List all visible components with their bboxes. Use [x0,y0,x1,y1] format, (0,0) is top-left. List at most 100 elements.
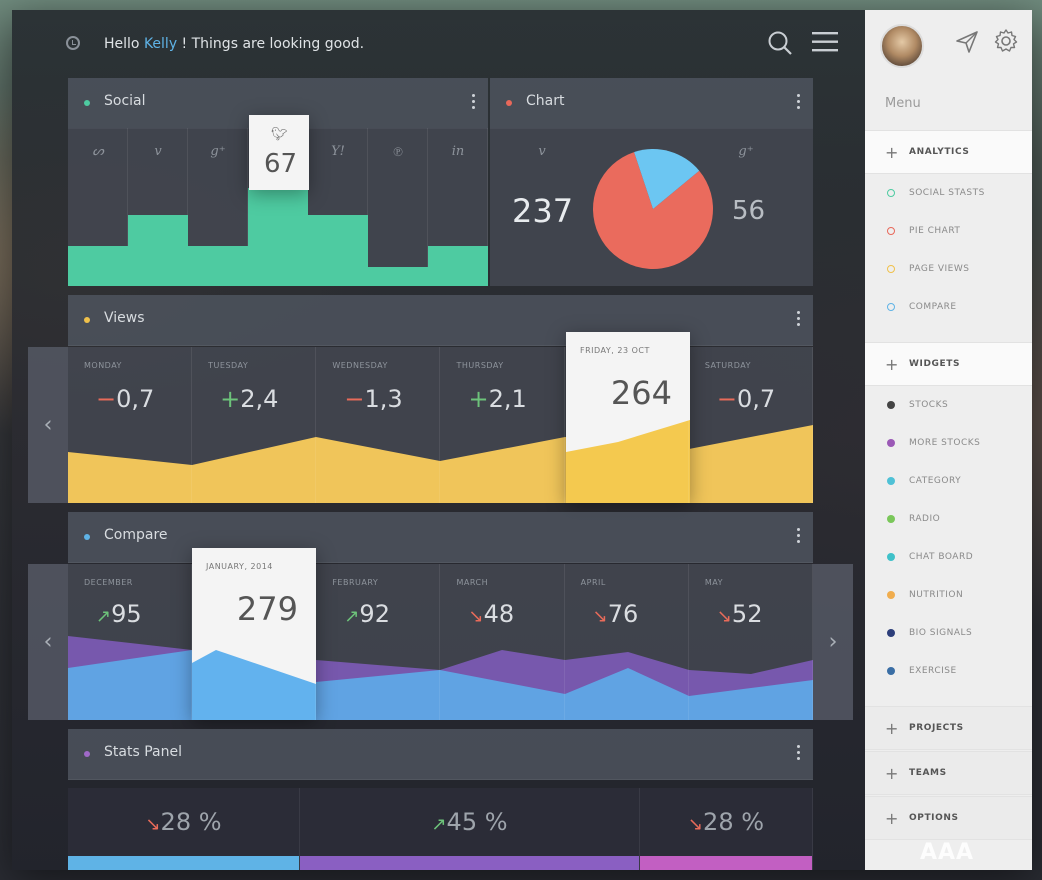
send-icon[interactable] [955,30,979,54]
stats-options-icon[interactable] [797,745,801,763]
gear-icon[interactable] [993,28,1019,54]
views-day-column[interactable] [565,347,689,503]
pie-chart[interactable] [592,148,714,270]
menu-item[interactable]: CHAT BOARD [865,539,1032,577]
menu-item[interactable]: EXERCISE [865,653,1032,691]
chart-options-icon[interactable] [797,94,801,112]
google-plus-icon: g⁺ [738,144,754,159]
compare-highlight-value: 279 [236,590,298,628]
menu-item[interactable]: PIE CHART [865,213,1032,251]
social-column[interactable]: v [128,128,188,286]
hamburger-menu-icon[interactable] [812,30,838,54]
stats-color-bar [300,856,639,870]
social-column[interactable]: in [428,128,488,286]
menu-item[interactable]: BIO SIGNALS [865,615,1032,653]
menu-item[interactable]: CATEGORY [865,463,1032,501]
analytics-section[interactable]: + ANALYTICS [865,130,1032,174]
month-value: ↗92 [344,600,390,628]
stats-color-bar [68,856,299,870]
options-section[interactable]: + OPTIONS [865,796,1032,840]
menu-item[interactable]: NUTRITION [865,577,1032,615]
delta-sign: − [344,385,365,413]
views-highlight-area [566,420,690,503]
menu-item-dot [887,515,895,523]
projects-section[interactable]: + PROJECTS [865,706,1032,750]
chevron-right-icon: › [828,629,838,655]
compare-month-column[interactable]: DECEMBER ↗95 [68,564,193,720]
stats-cell[interactable]: ↘28 % [68,788,300,870]
compare-month-column[interactable]: APRIL ↘76 [565,564,689,720]
menu-item[interactable]: STOCKS [865,387,1032,425]
social-options-icon[interactable] [472,94,476,112]
pie-slice[interactable] [634,149,700,209]
social-column[interactable]: Y! [308,128,368,286]
month-number: 48 [483,600,515,628]
menu-item[interactable]: SOCIAL STASTS [865,175,1032,213]
menu-item-dot [887,189,895,197]
social-panel: ᔕ v g⁺ Y! ℗ in [68,128,488,286]
teams-section[interactable]: + TEAMS [865,751,1032,795]
avatar[interactable] [880,24,924,68]
social-column[interactable]: ℗ [368,128,428,286]
menu-item-dot [887,303,895,311]
compare-month-column[interactable]: MARCH ↘48 [441,564,565,720]
views-day-column[interactable]: MONDAY −0,7 [68,347,193,503]
compare-prev-button[interactable]: ‹ [28,564,68,720]
arrow-down-icon: ↘ [145,814,161,835]
menu-item-label: STOCKS [909,400,949,410]
menu-item[interactable]: MORE STOCKS [865,425,1032,463]
compare-options-icon[interactable] [797,528,801,546]
menu-item-label: MORE STOCKS [909,438,981,448]
delta-sign: + [468,385,489,413]
plus-icon: + [885,355,899,374]
social-column[interactable]: g⁺ [188,128,248,286]
views-title: Views [104,310,145,326]
compare-highlight-card[interactable]: JANUARY, 2014 279 [192,548,316,720]
user-name[interactable]: Kelly [143,36,178,52]
pinterest-icon: ℗ [393,145,403,160]
twitter-icon: 🐦︎ [271,127,288,142]
compare-month-column[interactable]: FEBRUARY ↗92 [316,564,441,720]
pie-slice[interactable] [593,152,713,269]
widgets-section[interactable]: + WIDGETS [865,342,1032,386]
menu-item-label: PAGE VIEWS [909,264,970,274]
delta-number: 0,7 [736,385,776,413]
menu-item[interactable]: PAGE VIEWS [865,251,1032,289]
social-column[interactable] [248,128,308,286]
sidebar: Menu + ANALYTICS SOCIAL STASTS PIE CHART P… [865,10,1032,870]
views-day-column[interactable]: THURSDAY +2,1 [441,347,565,503]
compare-month-column[interactable] [192,564,317,720]
compare-month-column[interactable]: MAY ↘52 [689,564,813,720]
views-highlight-card[interactable]: FRIDAY, 23 OCT 264 [566,332,690,503]
yahoo-icon: Y! [331,144,345,159]
compare-next-button[interactable]: › [813,564,853,720]
stats-title: Stats Panel [104,744,182,760]
search-icon[interactable] [767,30,793,56]
month-value: ↘48 [469,600,515,628]
social-column[interactable]: ᔕ [68,128,128,286]
views-highlight-fill [566,420,690,503]
vimeo-count: 237 [512,192,574,230]
menu-item-label: SOCIAL STASTS [909,188,985,198]
menu-item-label: COMPARE [909,302,957,312]
stumbleupon-icon: ᔕ [92,144,104,159]
delta-number: 2,1 [488,385,527,413]
arrow-down-icon: ↘ [687,814,704,835]
menu-item[interactable]: RADIO [865,501,1032,539]
social-dot [84,100,90,106]
month-number: 76 [607,600,639,628]
views-day-column[interactable]: TUESDAY +2,4 [192,347,317,503]
compare-dot [84,534,90,540]
stats-cell[interactable]: ↘28 % [640,788,813,870]
delta-sign: − [96,385,117,413]
views-prev-button[interactable]: ‹ [28,347,68,503]
stats-cell[interactable]: ↗45 % [300,788,640,870]
chart-panel-header: Chart [490,78,813,129]
compare-highlight-label: JANUARY, 2014 [206,562,273,571]
twitter-highlight-card[interactable]: 🐦︎ 67 [249,115,309,190]
views-day-column[interactable]: WEDNESDAY −1,3 [316,347,441,503]
views-day-column[interactable]: SATURDAY −0,7 [689,347,813,503]
views-options-icon[interactable] [797,311,801,329]
arrow-down-icon: ↘ [592,606,608,627]
menu-item[interactable]: COMPARE [865,289,1032,327]
